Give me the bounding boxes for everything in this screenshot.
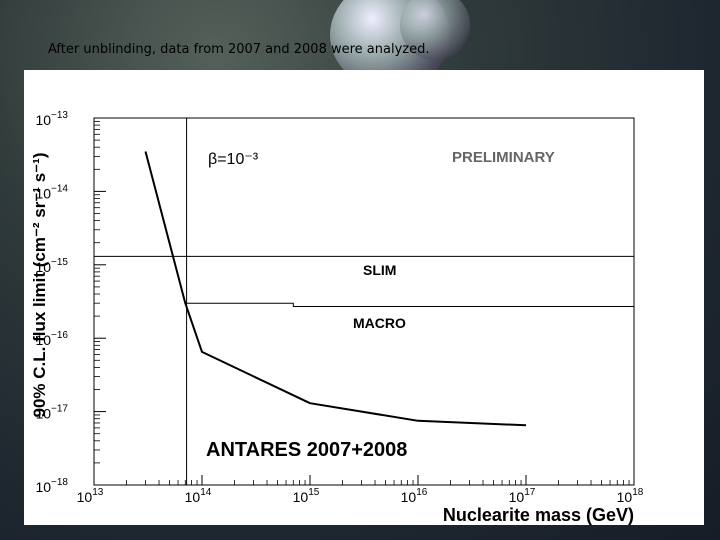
- y-tick-label: 10−14: [35, 183, 68, 201]
- x-tick-label: 1016: [401, 487, 428, 505]
- slim-label: SLIM: [363, 262, 396, 278]
- preliminary-label: PRELIMINARY: [452, 149, 555, 166]
- y-axis-label: 90% C.L. flux limit (cm⁻² sr⁻¹ s⁻¹): [30, 153, 49, 418]
- decorative-orb: [400, 0, 470, 60]
- antares-limit-line: [144, 151, 527, 427]
- chart-panel: 1013 1014 1015 1016 1017 1018 10−13 10−14 10−15 1…: [24, 70, 704, 525]
- x-tick-label: 1014: [185, 487, 212, 505]
- macro-label: MACRO: [353, 315, 406, 331]
- y-tick-label: 10−13: [35, 110, 68, 128]
- plot-frame: [93, 117, 635, 486]
- y-tick-label: 10−18: [35, 477, 68, 495]
- y-tick-label: 10−17: [35, 404, 68, 422]
- macro-limit-line: [186, 302, 634, 307]
- y-tick-label: 10−16: [35, 330, 68, 348]
- y-tick-label: 10−15: [35, 257, 68, 275]
- beta-annotation: β=10⁻³: [208, 151, 259, 168]
- antares-label: ANTARES 2007+2008: [206, 439, 407, 461]
- x-tick-label: 1017: [509, 487, 536, 505]
- x-axis-label: Nuclearite mass (GeV): [443, 505, 634, 525]
- slide-caption: After unblinding, data from 2007 and 200…: [48, 42, 430, 57]
- x-tick-label: 1018: [617, 487, 644, 505]
- x-tick-label: 1013: [77, 487, 104, 505]
- x-tick-label: 1015: [293, 487, 320, 505]
- flux-limit-chart: 1013 1014 1015 1016 1017 1018 10−13 10−14 10−15 1…: [30, 110, 644, 525]
